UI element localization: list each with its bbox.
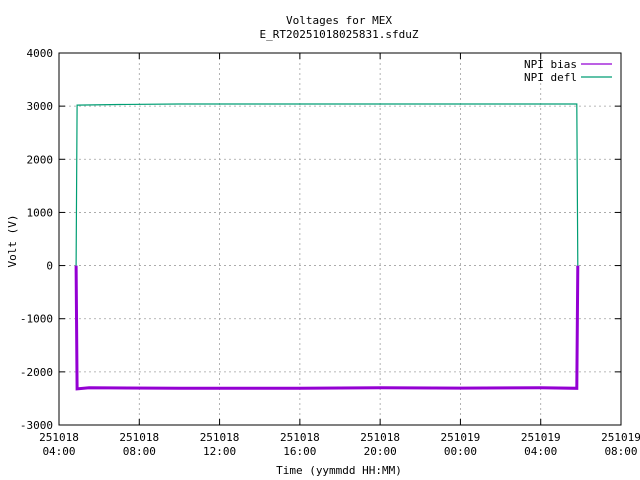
x-tick-label-date: 251018 [360,431,400,444]
legend: NPI bias NPI defl [524,58,612,84]
x-tick-label-date: 251019 [441,431,481,444]
x-tick-label-time: 16:00 [283,445,316,458]
x-tick-label-date: 251019 [521,431,561,444]
series-lines [74,103,580,391]
plot-frame [58,52,622,426]
x-tick-label-time: 08:00 [604,445,637,458]
x-tick-label-time: 04:00 [524,445,557,458]
y-tick-label: 3000 [27,100,54,113]
chart-title-line2: E_RT20251018025831.sfduZ [260,28,419,41]
x-tick-label-time: 08:00 [123,445,156,458]
y-tick-label: -1000 [20,313,53,326]
y-tick-label: 1000 [27,206,54,219]
legend-label-npi-bias: NPI bias [524,58,577,71]
chart-title-line1: Voltages for MEX [286,14,392,27]
x-tick-label-date: 251019 [601,431,640,444]
x-tick-label-date: 251018 [119,431,159,444]
x-tick-label-date: 251018 [280,431,320,444]
ticks: -3000-2000-10000100020003000400025101804… [20,47,640,458]
y-tick-label: 0 [46,260,53,273]
x-tick-label-time: 04:00 [42,445,75,458]
x-tick-label-date: 251018 [200,431,240,444]
x-axis-label: Time (yymmdd HH:MM) [276,464,402,477]
x-tick-label-time: 20:00 [364,445,397,458]
y-tick-label: -2000 [20,366,53,379]
legend-label-npi-defl: NPI defl [524,71,577,84]
x-tick-label-time: 12:00 [203,445,236,458]
y-tick-label: -3000 [20,419,53,432]
y-axis-label: Volt (V) [6,215,19,268]
series-line-npi-defl [75,103,579,266]
grid [59,53,621,425]
y-tick-label: 4000 [27,47,54,60]
x-tick-label-date: 251018 [39,431,79,444]
x-tick-label-time: 00:00 [444,445,477,458]
y-tick-label: 2000 [27,153,54,166]
series-line-npi-bias [74,265,580,391]
